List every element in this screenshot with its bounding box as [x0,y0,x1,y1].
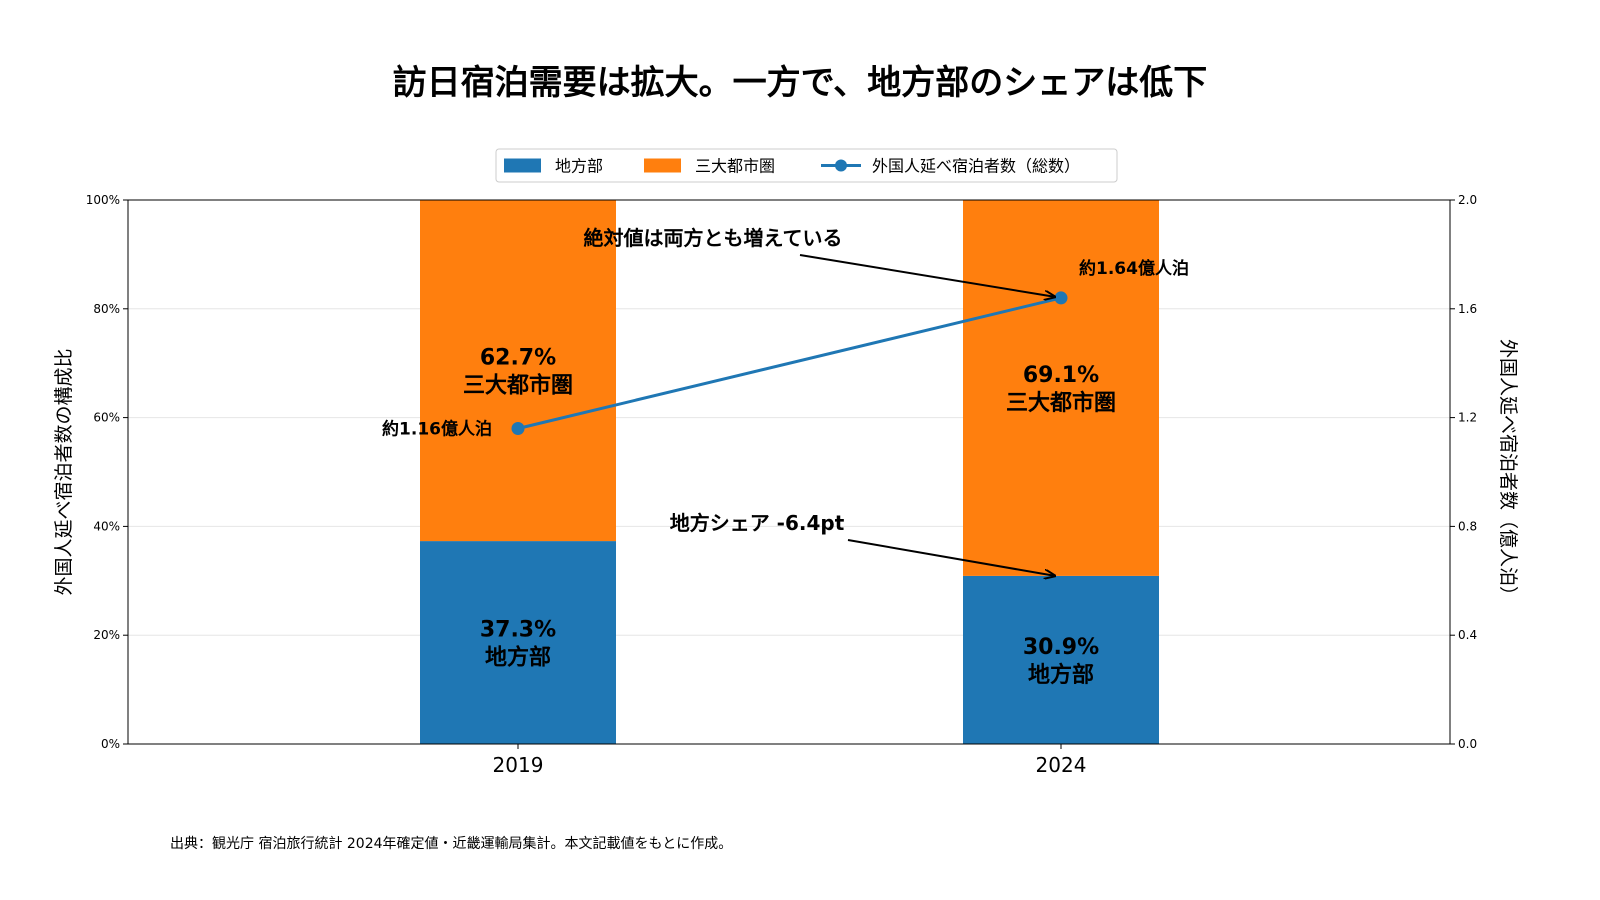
y2-tick-label: 0.8 [1458,519,1477,533]
legend-label-2: 外国人延べ宿泊者数（総数） [872,157,1080,176]
y-tick-label: 40% [93,519,120,533]
annotation-absolute: 絶対値は両方とも増えている [584,226,843,250]
y-tick-label: 0% [101,737,120,751]
y2-tick-label: 0.4 [1458,628,1477,642]
bar-data-label-2019-sandai: 62.7%三大都市圏 [463,346,573,399]
bar-2024-chiho [963,575,1159,744]
y2-tick-label: 0.0 [1458,737,1477,751]
legend-swatch-chiho [504,158,541,173]
bar-data-label-2024-chiho: 30.9%地方部 [1023,635,1099,688]
y2-tick-label: 1.2 [1458,411,1477,425]
x-tick-label: 2024 [1036,753,1087,777]
annotation-absolute-arrow [799,254,1055,297]
y-tick-label: 20% [93,628,120,642]
line-point-label-2019: 約1.16億人泊 [382,418,492,439]
y-axis-label: 外国人延べ宿泊者数の構成比 [53,348,75,595]
footer-source: 出典：観光庁 宿泊旅行統計 2024年確定値・近畿運輸局集計。本文記載値をもとに… [170,835,732,852]
legend-box [495,148,1118,183]
legend-label-1: 三大都市圏 [695,157,775,176]
bar-2024-sandai [963,200,1159,576]
line-series-total [517,296,1062,430]
x-tick-label: 2019 [493,753,544,777]
annotation-share-change-arrow [847,539,1055,576]
y-tick-label: 80% [93,302,120,316]
line-point-2024 [1054,291,1068,305]
line-point-2019 [511,421,525,435]
bar-data-label-2019-chiho: 37.3%地方部 [480,618,556,671]
y2-axis-label: 外国人延べ宿泊者数（億人泊） [1497,339,1519,605]
bar-data-label-2024-sandai: 69.1%三大都市圏 [1006,363,1116,416]
bar-2019-chiho [420,541,616,744]
y2-tick-label: 2.0 [1458,193,1477,207]
plot-frame [127,199,1451,745]
y-tick-label: 60% [93,411,120,425]
annotation-share-change: 地方シェア -6.4pt [670,511,845,535]
chart-title: 訪日宿泊需要は拡大。一方で、地方部のシェアは低下 [393,63,1208,103]
line-point-label-2024: 約1.64億人泊 [1079,258,1189,279]
legend-swatch-sandai [644,158,681,173]
bar-2019-sandai [420,200,616,542]
legend-label-0: 地方部 [555,157,603,176]
legend-swatch-total-marker [835,159,847,172]
y2-tick-label: 1.6 [1458,302,1477,316]
y-tick-label: 100% [86,193,120,207]
